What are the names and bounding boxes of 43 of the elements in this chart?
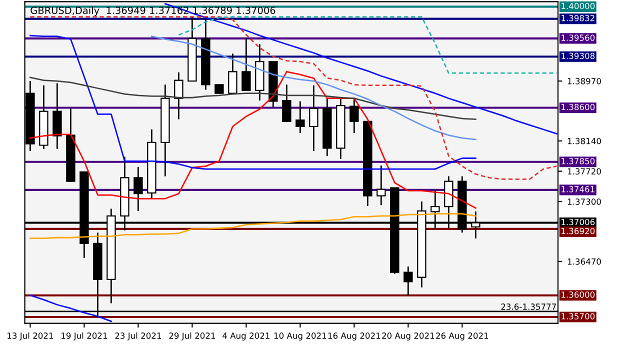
ref-line-label: 1.37006 (562, 218, 595, 226)
line-series (178, 16, 558, 74)
ref-line-label: 1.36920 (562, 228, 595, 234)
x-tick-label: 20 Aug 2021 (382, 332, 434, 340)
x-tick-label: 23 Jul 2021 (115, 332, 161, 340)
y-tick-label: 1.36470 (568, 258, 601, 265)
ref-line-label: 1.39832 (562, 14, 594, 22)
y-tick-label: 1.38970 (568, 78, 601, 84)
x-tick-label: 19 Jul 2021 (62, 332, 108, 340)
x-tick-label: 26 Aug 2021 (436, 332, 488, 340)
ref-line-label: 1.38600 (562, 104, 595, 110)
candlestick (228, 52, 238, 95)
line-series (150, 36, 476, 140)
x-tick-label: 13 Jul 2021 (8, 332, 54, 340)
ref-line-label: 1.35700 (562, 313, 595, 320)
ref-line-label: 1.39560 (562, 34, 595, 41)
ref-line-label: 1.39308 (562, 52, 595, 60)
candlestick (404, 266, 413, 296)
ref-line-label: 1.36000 (562, 291, 595, 298)
x-tick-label: 4 Aug 2021 (222, 332, 270, 340)
candlestick (309, 84, 318, 152)
candlestick (376, 164, 386, 206)
x-tick-label: 10 Aug 2021 (274, 332, 326, 340)
y-tick-label: 1.38140 (568, 138, 601, 144)
candlestick (350, 96, 359, 134)
x-tick-label: 29 Jul 2021 (169, 332, 215, 340)
line-series (30, 213, 476, 240)
ref-line-label: 1.37850 (562, 158, 595, 164)
line-series (30, 16, 558, 180)
candlestick (296, 100, 305, 134)
line-series (30, 70, 476, 209)
line-series (30, 34, 476, 170)
ref-line-label: 1.37461 (562, 186, 594, 192)
candlestick (282, 84, 292, 123)
line-series (30, 294, 112, 322)
candlestick (134, 166, 143, 212)
y-tick-label: 1.37720 (568, 168, 601, 175)
y-tick-label: 1.37300 (568, 198, 601, 205)
candlestick (174, 72, 184, 120)
ref-line-label: 1.40000 (562, 2, 595, 10)
annotation: 23.6-1.35777 (501, 304, 556, 310)
x-tick-label: 16 Aug 2021 (328, 332, 380, 340)
candlestick (242, 38, 251, 92)
